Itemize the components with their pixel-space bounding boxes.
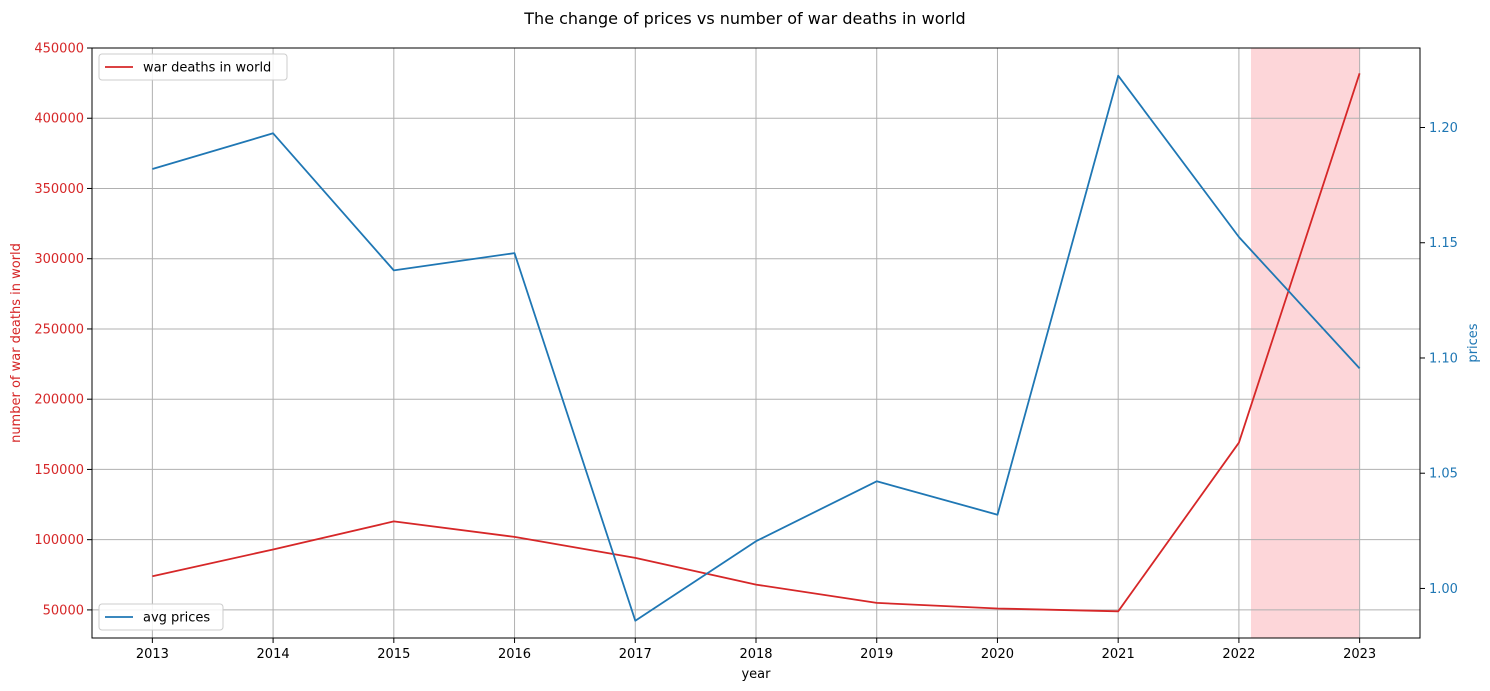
chart-title: The change of prices vs number of war de…	[523, 9, 965, 28]
y-left-tick-label: 200000	[34, 393, 84, 408]
series-line-war-deaths-in-world	[152, 73, 1361, 613]
x-tick-label: 2015	[377, 647, 410, 662]
legend-box	[98, 53, 288, 81]
x-tick-label: 2016	[498, 647, 531, 662]
y-left-tick-label: 100000	[34, 533, 84, 548]
y-right-tick-label: 1.20	[1429, 121, 1458, 136]
y-right-tick-label: 1.05	[1429, 467, 1458, 482]
x-tick-label: 2019	[860, 647, 893, 662]
y-left-tick-label: 400000	[34, 112, 84, 127]
y-right-tick-label: 1.15	[1429, 236, 1458, 251]
highlight-span	[1250, 48, 1360, 638]
y-left-tick-label: 450000	[34, 42, 84, 57]
x-tick-label: 2023	[1343, 647, 1376, 662]
x-tick-label: 2013	[136, 647, 169, 662]
y-left-tick-label: 250000	[34, 322, 84, 337]
legend-label: avg prices	[143, 611, 210, 626]
x-tick-label: 2017	[619, 647, 652, 662]
y-left-tick-label: 350000	[34, 182, 84, 197]
legend-label: war deaths in world	[143, 61, 271, 76]
y-axis-left-label: number of war deaths in world	[9, 243, 24, 443]
x-tick-label: 2022	[1222, 647, 1255, 662]
x-tick-label: 2020	[981, 647, 1014, 662]
y-left-tick-label: 50000	[43, 603, 84, 618]
plot-area: 2013 2014 2015 2016 2017 2018 2019 2020 2021 2022…	[34, 42, 1458, 663]
legend-box	[98, 603, 224, 631]
x-tick-label: 2014	[257, 647, 290, 662]
x-axis-label: year	[741, 667, 771, 682]
y-right-tick-label: 1.10	[1429, 351, 1458, 366]
series-line-avg-prices	[152, 74, 1361, 622]
y-left-tick-label: 300000	[34, 252, 84, 267]
y-left-tick-label: 150000	[34, 463, 84, 478]
x-tick-label: 2021	[1102, 647, 1135, 662]
y-right-tick-label: 1.00	[1429, 582, 1458, 597]
y-axis-right-label: prices	[1466, 323, 1481, 362]
x-tick-label: 2018	[739, 647, 772, 662]
